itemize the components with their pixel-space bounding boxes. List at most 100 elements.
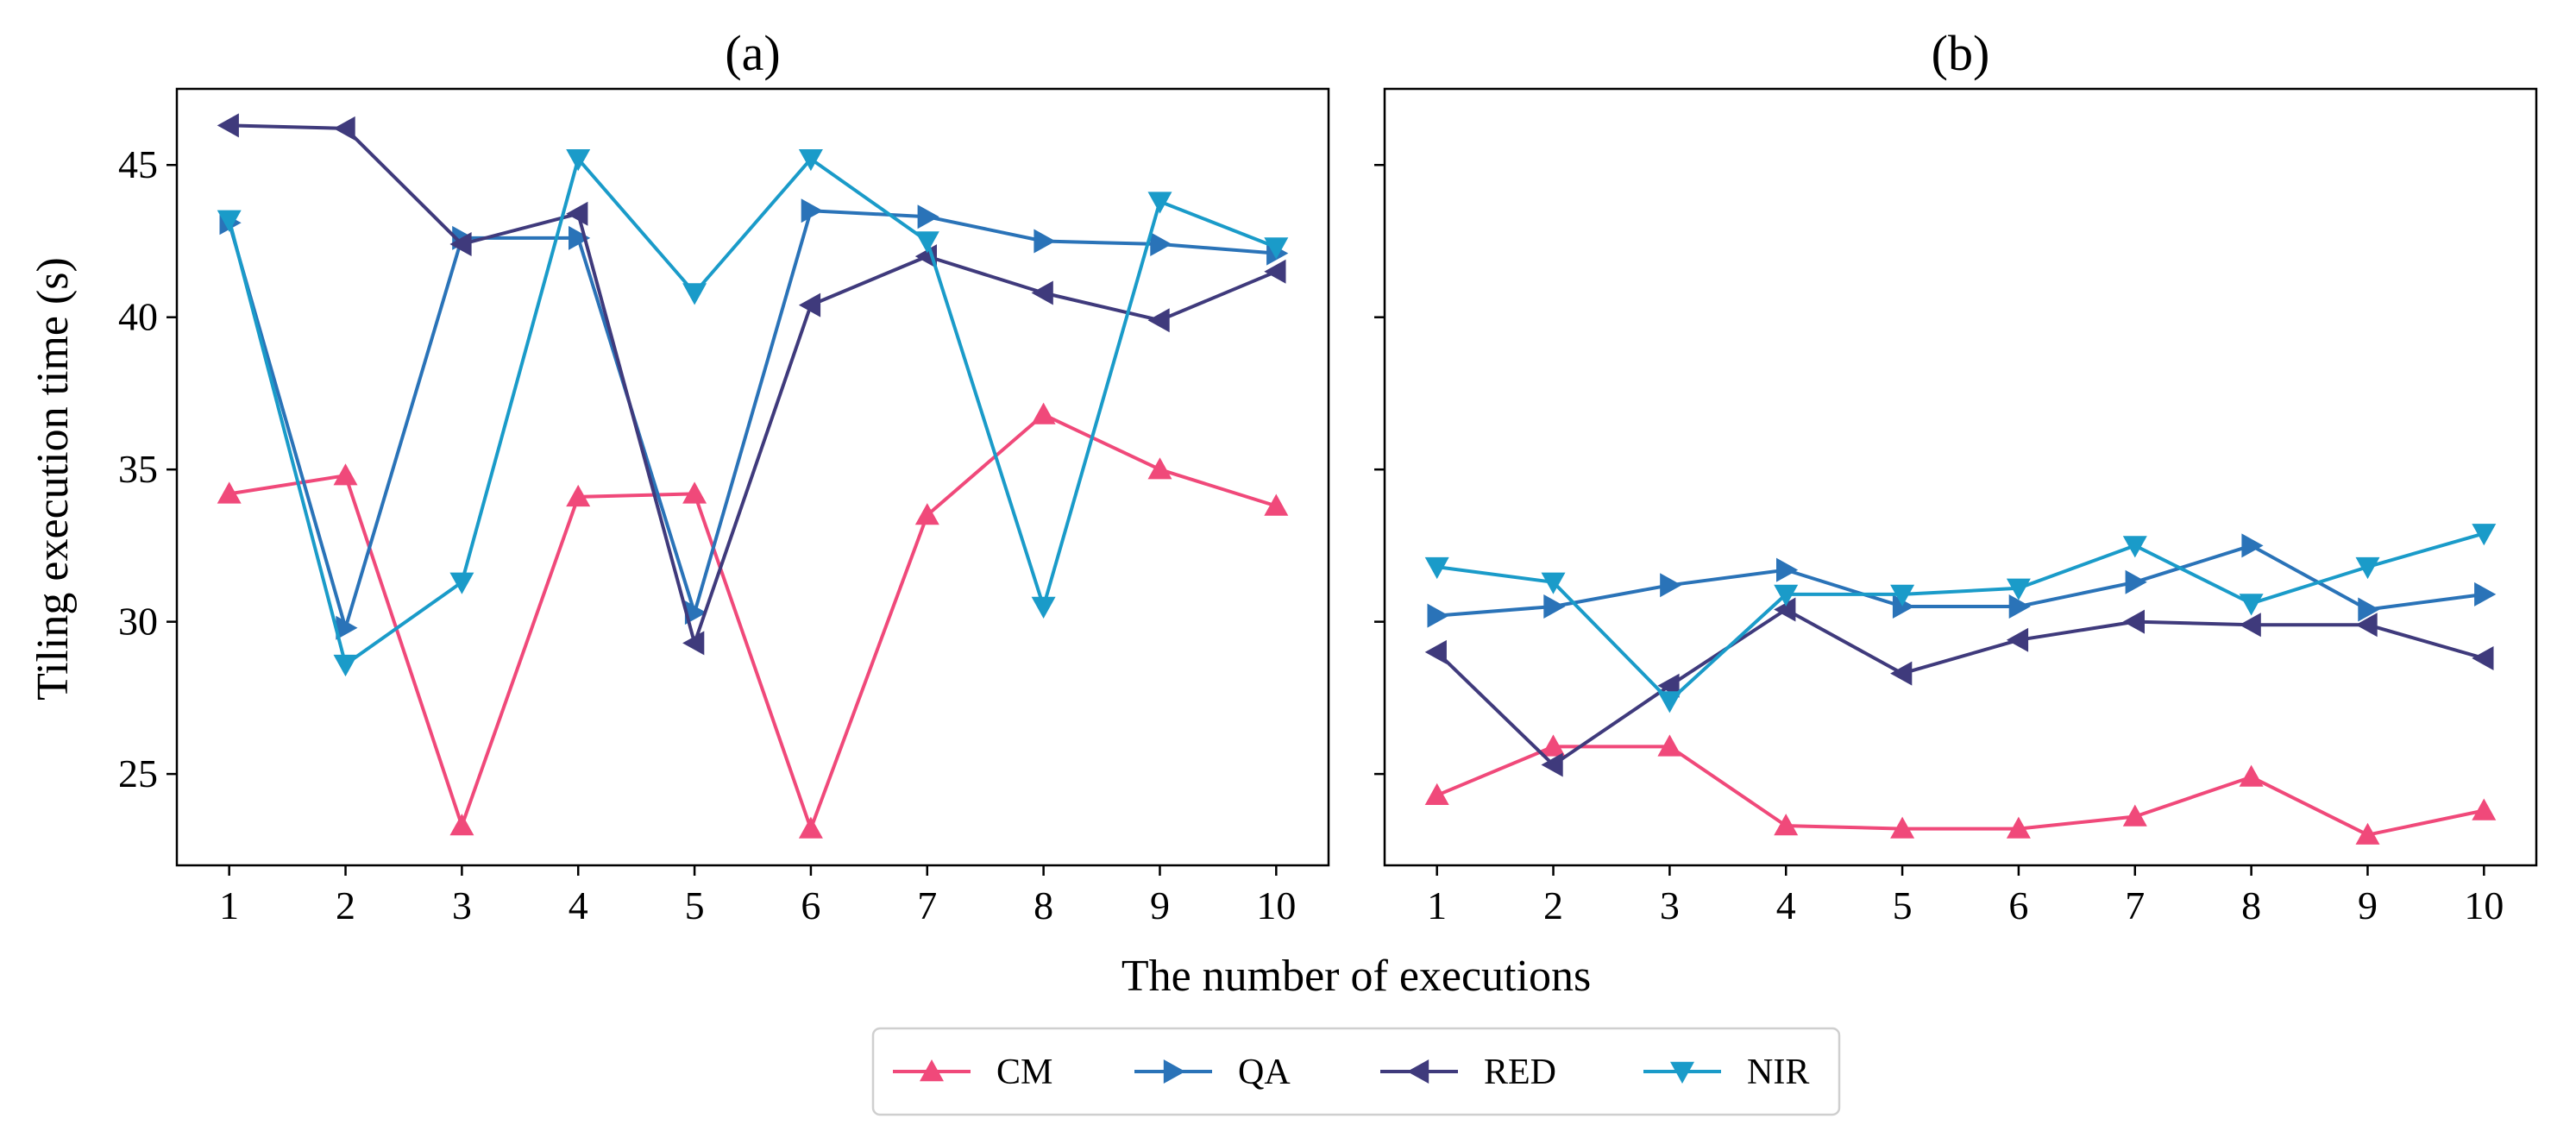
x-tick-label: 4 (569, 883, 588, 927)
data-point-nir (2472, 524, 2497, 546)
legend-frame (871, 1027, 1841, 1116)
x-tick-label: 6 (2008, 883, 2028, 927)
data-point-qa (1660, 573, 1682, 598)
legend: CM QA RED NIR (871, 1027, 1841, 1116)
data-point-cm (566, 484, 591, 507)
x-tick-label: 9 (2358, 883, 2378, 927)
series-line-qa (227, 209, 1277, 630)
data-point-red (1264, 259, 1286, 284)
plot-frame (175, 87, 1330, 867)
data-point-qa (684, 600, 707, 625)
data-point-red (2355, 613, 2378, 638)
data-point-nir (2006, 578, 2031, 600)
data-point-cm (1541, 734, 1566, 757)
data-point-qa (1776, 557, 1799, 582)
data-point-qa (569, 225, 591, 250)
data-point-red (1774, 597, 1796, 622)
data-point-red (1541, 752, 1563, 777)
y-axis-label: Tiling execution time (s) (28, 257, 78, 701)
y-tick-label: 30 (118, 600, 158, 644)
x-tick-label: 7 (2125, 883, 2145, 927)
data-point-cm (2006, 816, 2031, 839)
data-point-red (2239, 613, 2261, 638)
y-tick-label: 45 (118, 142, 158, 186)
data-point-red (333, 116, 355, 141)
data-point-red (1031, 280, 1053, 305)
x-tick-label: 5 (1893, 883, 1913, 927)
legend-label: NIR (1747, 1053, 1809, 1092)
x-tick-label: 1 (219, 883, 239, 927)
x-tick-label: 5 (685, 883, 705, 927)
data-point-qa (1892, 594, 1915, 619)
data-point-cm (1890, 816, 1915, 839)
data-point-qa (2358, 597, 2380, 622)
series-cm (217, 402, 1289, 839)
data-point-qa (1427, 603, 1449, 628)
x-tick-label: 10 (1256, 883, 1296, 927)
plot-frame (1383, 87, 2538, 867)
data-point-qa (2241, 533, 2264, 558)
data-point-cm (1657, 734, 1682, 757)
data-point-nir (566, 149, 591, 172)
series-nir (217, 149, 1289, 677)
series-line-red (1436, 607, 2485, 767)
data-point-cm (1424, 783, 1449, 805)
x-tick-label: 3 (1660, 883, 1680, 927)
series-red (217, 113, 1286, 656)
data-point-cm (2122, 804, 2147, 827)
data-point-cm (1031, 402, 1056, 424)
data-point-cm (682, 481, 707, 504)
data-point-nir (682, 283, 707, 305)
x-axis-label: The number of executions (1122, 952, 1591, 1001)
data-point-nir (1264, 237, 1289, 260)
data-point-red (682, 631, 705, 656)
data-point-nir (333, 654, 358, 677)
legend-label: RED (1484, 1053, 1556, 1092)
legend-item-qa: QA (1134, 1053, 1291, 1092)
data-point-cm (1774, 814, 1799, 836)
data-point-qa (2008, 594, 2031, 619)
data-point-cm (1264, 493, 1289, 516)
data-point-nir (1541, 572, 1566, 594)
x-tick-label: 2 (336, 883, 355, 927)
data-point-red (2122, 609, 2145, 634)
data-point-qa (801, 198, 823, 223)
data-point-qa (2474, 581, 2497, 607)
x-tick-label: 1 (1427, 883, 1447, 927)
data-point-nir (1774, 584, 1799, 607)
x-tick-label: 3 (452, 883, 472, 927)
data-point-cm (2472, 798, 2497, 820)
legend-marker-triangle-up (920, 1059, 944, 1082)
series-line-cm (229, 412, 1277, 831)
data-point-cm (2239, 764, 2264, 787)
legend-item-cm: CM (893, 1053, 1052, 1092)
data-point-nir (1424, 556, 1449, 580)
y-tick-label: 35 (118, 447, 158, 491)
legend-label: QA (1238, 1053, 1291, 1092)
data-point-cm (333, 463, 358, 486)
data-point-nir (217, 210, 242, 232)
data-point-cm (914, 503, 939, 525)
x-tick-label: 7 (917, 883, 937, 927)
data-point-red (1424, 639, 1447, 664)
legend-item-nir: NIR (1643, 1053, 1809, 1092)
series-line-nir (227, 157, 1278, 667)
series-red (1424, 597, 2494, 777)
data-point-nir (2122, 536, 2147, 558)
series-cm (1424, 734, 2497, 845)
data-point-red (217, 113, 239, 138)
data-point-qa (1543, 594, 1566, 619)
panel-title: (a) (725, 25, 780, 81)
panel-title: (b) (1932, 25, 1990, 81)
data-point-cm (1147, 457, 1172, 480)
legend-marker-triangle-left (1407, 1059, 1429, 1084)
data-point-red (798, 292, 821, 317)
data-point-nir (798, 149, 823, 172)
data-point-red (1890, 661, 1913, 686)
x-tick-label: 8 (1034, 883, 1053, 927)
data-point-qa (1150, 232, 1172, 256)
legend-item-red: RED (1380, 1053, 1556, 1092)
